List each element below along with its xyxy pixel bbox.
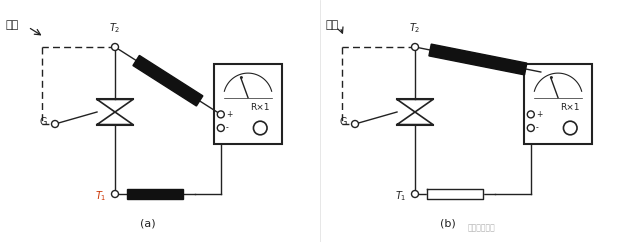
Circle shape — [111, 190, 118, 197]
Text: +: + — [226, 110, 232, 119]
Circle shape — [111, 44, 118, 51]
Circle shape — [527, 111, 534, 118]
Bar — [524, 64, 592, 144]
Circle shape — [351, 121, 358, 128]
Circle shape — [412, 44, 419, 51]
Text: R×1: R×1 — [561, 104, 580, 113]
Text: -: - — [536, 123, 538, 133]
Polygon shape — [427, 189, 483, 199]
Text: (b): (b) — [440, 219, 456, 229]
Text: (a): (a) — [140, 219, 156, 229]
Circle shape — [218, 124, 224, 131]
Circle shape — [253, 121, 267, 135]
Text: $T_2$: $T_2$ — [109, 21, 121, 35]
Circle shape — [51, 121, 58, 128]
Text: 导线: 导线 — [325, 20, 339, 30]
Text: G: G — [339, 117, 347, 127]
Circle shape — [563, 121, 577, 135]
Text: R×1: R×1 — [250, 104, 270, 113]
Text: $T_2$: $T_2$ — [409, 21, 420, 35]
Text: $T_1$: $T_1$ — [95, 189, 107, 203]
Circle shape — [527, 124, 534, 131]
Polygon shape — [127, 189, 183, 199]
Polygon shape — [133, 55, 203, 106]
Text: $T_1$: $T_1$ — [396, 189, 407, 203]
Text: -: - — [226, 123, 228, 133]
Text: 导线: 导线 — [5, 20, 19, 30]
Polygon shape — [429, 44, 527, 75]
Bar — [214, 64, 282, 144]
Text: +: + — [536, 110, 542, 119]
Text: G: G — [40, 117, 47, 127]
Circle shape — [218, 111, 224, 118]
Circle shape — [412, 190, 419, 197]
Text: 电子工程专辑: 电子工程专辑 — [468, 224, 496, 233]
